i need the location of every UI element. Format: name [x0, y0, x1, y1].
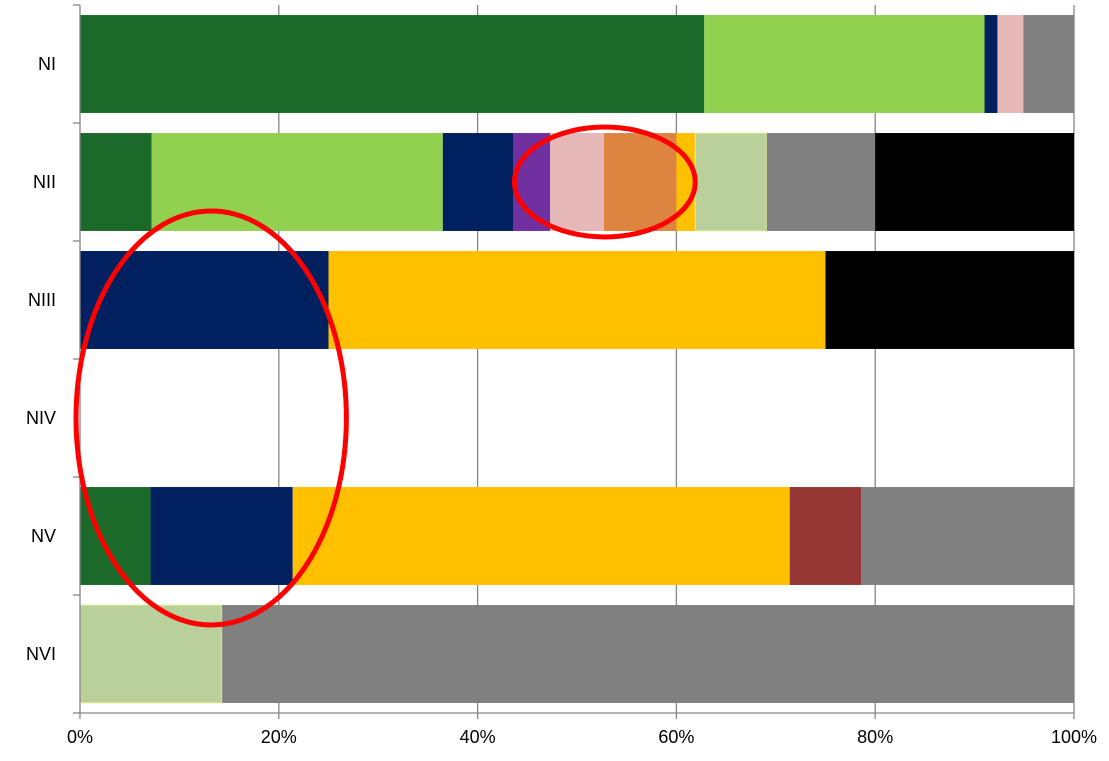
category-label: NV: [31, 526, 56, 546]
bar-segment-nii-2: [151, 133, 443, 231]
x-tick-label: 100%: [1051, 727, 1097, 747]
bar-segment-nii-3: [442, 133, 514, 231]
bar-segment-nii-7: [676, 133, 696, 231]
bar-segment-nv-4: [789, 487, 862, 585]
bar-segment-nii-9: [766, 133, 876, 231]
bar-segment-ni-3: [984, 15, 998, 113]
bar-segment-ni-4: [997, 15, 1024, 113]
x-tick-label: 80%: [857, 727, 893, 747]
bar-segment-niii-2: [328, 251, 826, 349]
x-tick-label: 0%: [67, 727, 93, 747]
bar-segment-niii-3: [825, 251, 1074, 349]
bar-segment-nv-1: [80, 487, 151, 585]
x-tick-label: 20%: [261, 727, 297, 747]
bar-segment-nii-1: [80, 133, 152, 231]
category-label: NIV: [26, 408, 56, 428]
category-label: NIII: [28, 290, 56, 310]
category-label: NII: [33, 172, 56, 192]
bar-segment-nv-3: [292, 487, 790, 585]
bar-segment-nvi-1: [79, 604, 223, 704]
bar-segment-nii-10: [875, 133, 1074, 231]
bar-segment-ni-1: [80, 15, 705, 113]
bar-segment-nii-6: [603, 133, 677, 231]
category-labels: NI NII NIII NIV NV NVI: [26, 54, 56, 664]
x-tick-labels: 0% 20% 40% 60% 80% 100%: [67, 727, 1097, 747]
bar-segment-nv-5: [861, 487, 1074, 585]
bar-series: [79, 15, 1075, 704]
x-tick-label: 60%: [658, 727, 694, 747]
bar-segment-nv-2: [150, 487, 293, 585]
bar-segment-ni-5: [1023, 15, 1074, 113]
annotation-ellipse-2: [511, 124, 698, 240]
category-label: NI: [38, 54, 56, 74]
bar-segment-nii-8: [694, 132, 768, 232]
bar-segment-nii-5: [550, 133, 604, 231]
annotation-ellipses: [73, 124, 698, 628]
bar-segment-nvi-2: [222, 605, 1075, 703]
annotation-ellipse-1: [73, 208, 349, 628]
category-label: NVI: [26, 644, 56, 664]
bar-segment-ni-2: [704, 15, 985, 113]
x-tick-label: 40%: [460, 727, 496, 747]
